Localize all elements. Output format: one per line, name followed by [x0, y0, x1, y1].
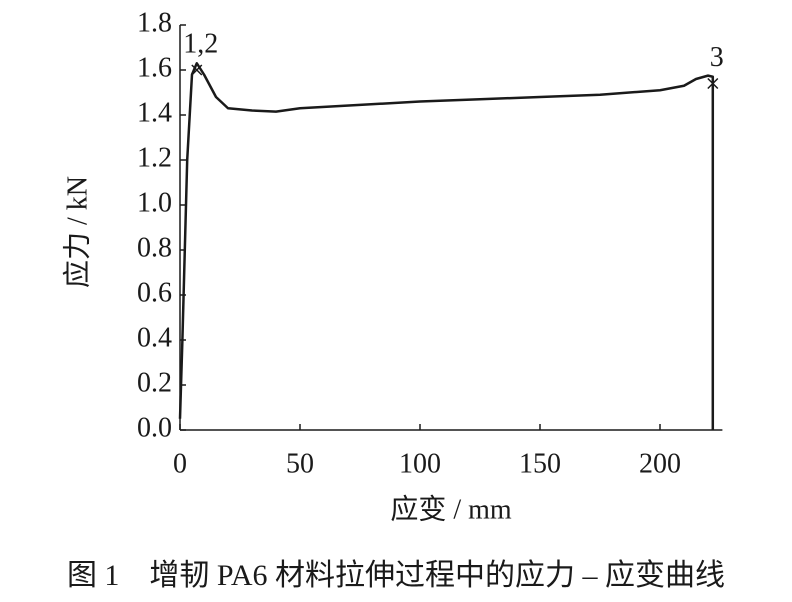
caption: 图 1 增韧 PA6 材料拉伸过程中的应力 – 应变曲线 [67, 559, 725, 592]
y-axis-label: 应力 / kN [61, 176, 93, 288]
y-tick-label: 1.8 [137, 7, 172, 38]
point-marker [191, 64, 203, 76]
marker-label: 3 [710, 42, 724, 73]
y-tick-label: 0.2 [137, 367, 172, 398]
x-tick-label: 200 [639, 448, 681, 479]
x-tick-label: 50 [286, 448, 314, 479]
point-marker [707, 77, 719, 90]
x-tick-label: 100 [399, 448, 441, 479]
x-tick-label: 150 [519, 448, 561, 479]
y-tick-label: 0.6 [137, 277, 172, 308]
y-tick-label: 0.0 [137, 412, 172, 443]
y-tick-label: 0.8 [137, 232, 172, 263]
y-tick-label: 1.4 [137, 97, 172, 128]
y-tick-label: 1.6 [137, 52, 172, 83]
x-axis-label: 应变 / mm [390, 493, 512, 525]
y-tick-label: 1.0 [137, 187, 172, 218]
y-tick-label: 1.2 [137, 142, 172, 173]
marker-stroke [191, 64, 203, 76]
stress-strain-line [178, 62, 715, 430]
y-tick-label: 0.4 [137, 322, 172, 353]
marker-label: 1,2 [183, 28, 218, 59]
marker-stroke [707, 77, 719, 90]
x-tick-label: 0 [173, 448, 187, 479]
